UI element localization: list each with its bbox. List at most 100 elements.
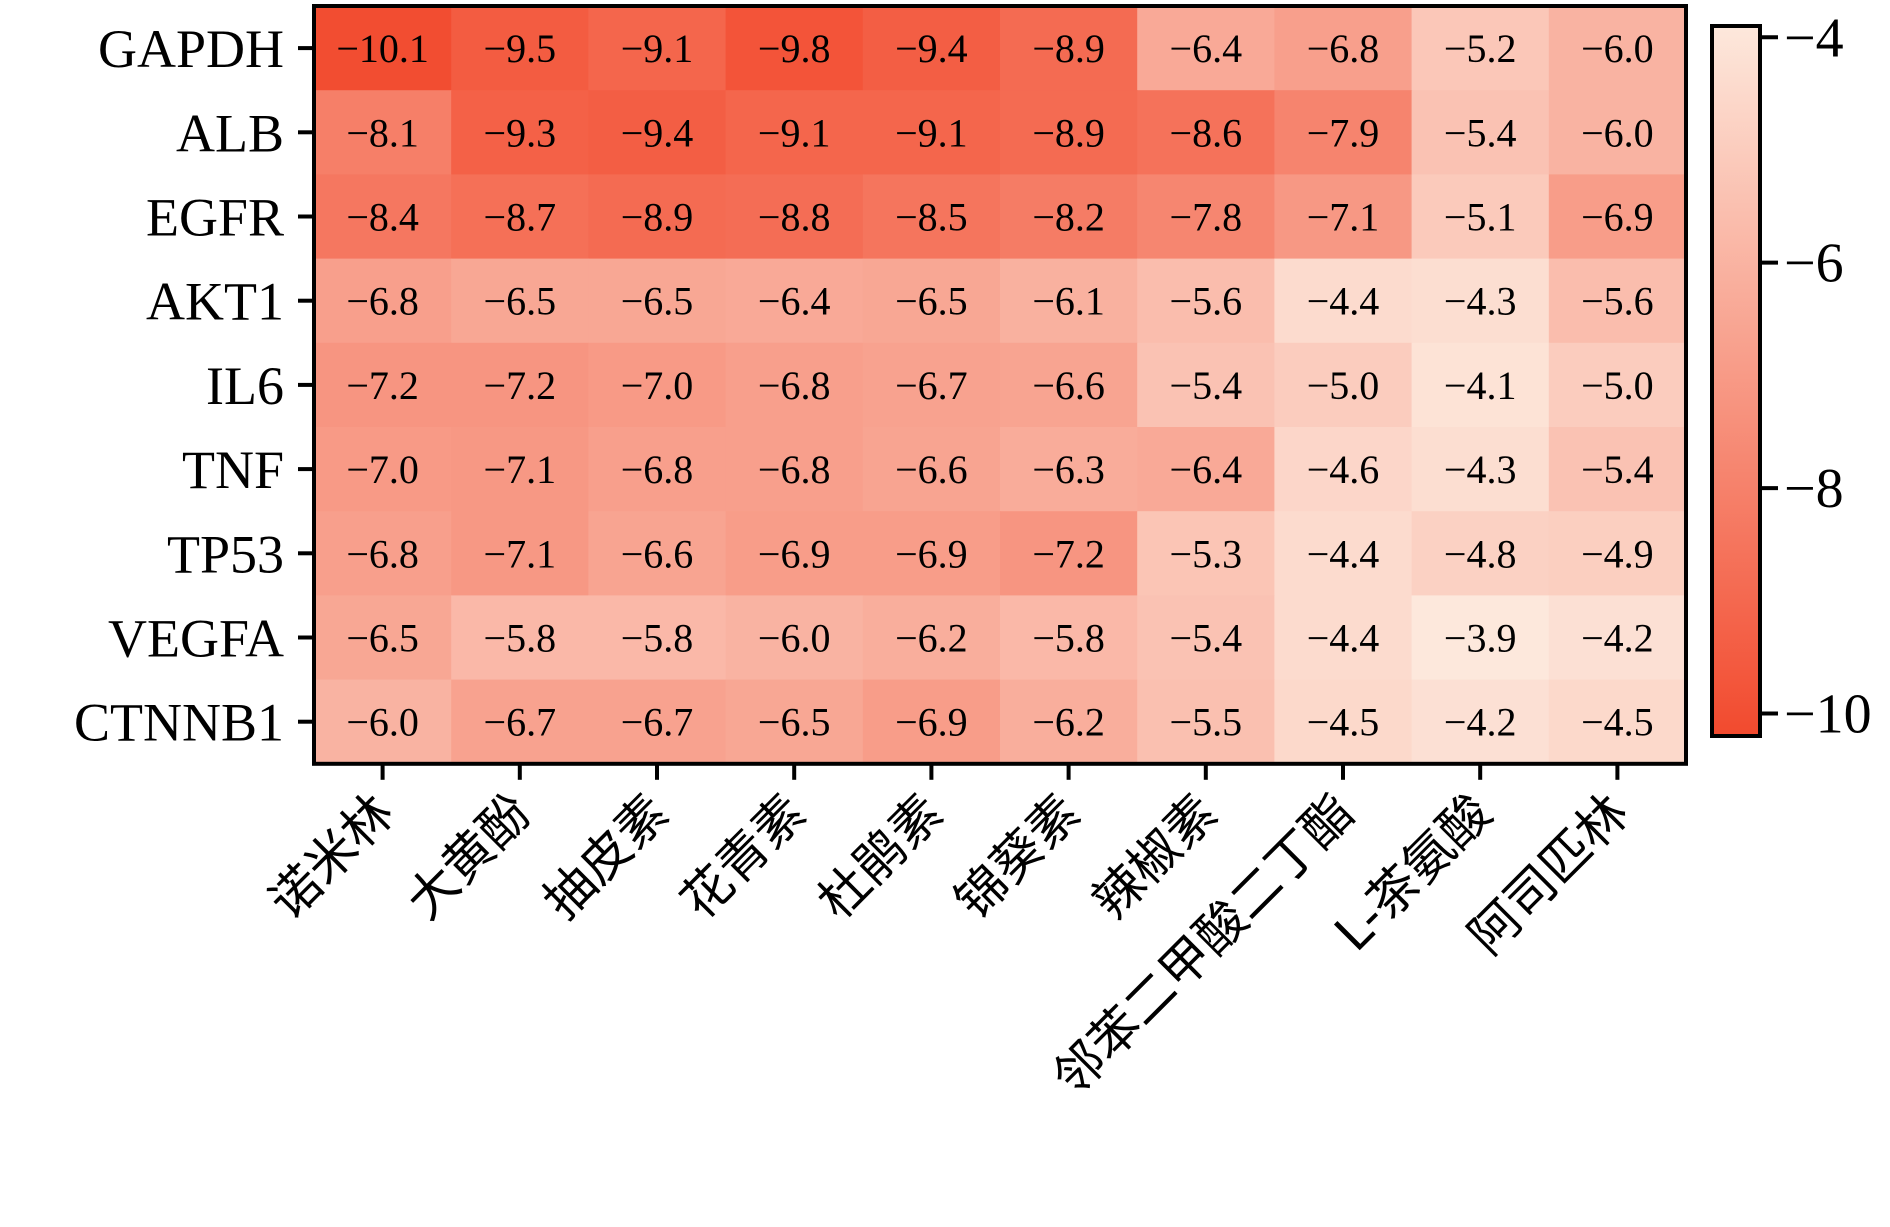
cell-value-label: −5.5	[1170, 700, 1243, 745]
cell-value-label: −8.5	[895, 195, 968, 240]
cell-value-label: −6.0	[1581, 26, 1654, 71]
row-label: TNF	[182, 440, 284, 500]
cell-value-label: −6.7	[621, 700, 694, 745]
heatmap-cell	[451, 511, 589, 596]
heatmap-cell	[1000, 90, 1138, 175]
cell-value-label: −7.2	[346, 363, 419, 408]
heatmap-cell	[451, 90, 589, 175]
cell-value-label: −6.5	[484, 279, 557, 324]
cell-value-label: −6.6	[1032, 363, 1105, 408]
cell-value-label: −6.4	[1170, 447, 1243, 492]
heatmap-cell	[725, 427, 864, 512]
heatmap-cell	[1137, 90, 1275, 175]
cell-value-label: −9.1	[895, 110, 968, 155]
cell-value-label: −6.9	[895, 700, 968, 745]
cell-value-label: −9.1	[621, 26, 694, 71]
heatmap-cell	[588, 258, 727, 344]
column-label: 花青素	[670, 783, 817, 930]
cell-value-label: −6.5	[621, 279, 694, 324]
cell-value-label: −7.8	[1170, 195, 1243, 240]
cell-value-label: −6.0	[346, 700, 419, 745]
cell-value-label: −5.8	[1032, 616, 1105, 661]
cell-value-label: −6.4	[758, 279, 831, 324]
row-label: ALB	[176, 103, 284, 163]
cell-value-label: −6.2	[1032, 700, 1105, 745]
cell-value-label: −5.6	[1581, 279, 1654, 324]
heatmap-cells	[314, 6, 1687, 765]
heatmap-cell	[1137, 511, 1275, 596]
colorbar-tick-label: −10	[1784, 683, 1872, 745]
heatmap-cell	[725, 679, 864, 765]
heatmap-cell	[862, 174, 1001, 260]
heatmap-cell	[1000, 258, 1138, 344]
cell-value-label: −7.0	[621, 363, 694, 408]
heatmap-cell	[451, 258, 589, 344]
heatmap-cell	[451, 679, 589, 765]
heatmap-cell	[1274, 511, 1413, 596]
heatmap-cell	[451, 342, 589, 428]
cell-value-label: −8.1	[346, 110, 419, 155]
cell-value-label: −8.6	[1170, 110, 1243, 155]
heatmap-cell	[588, 6, 727, 91]
cell-value-label: −4.8	[1444, 531, 1517, 576]
column-label: 诺米林	[258, 783, 405, 930]
cell-value-label: −9.5	[484, 26, 557, 71]
heatmap-cell	[314, 174, 452, 260]
heatmap-cell	[862, 679, 1001, 765]
heatmap-cell	[1274, 679, 1413, 765]
cell-value-label: −6.9	[895, 531, 968, 576]
heatmap-cell	[1137, 6, 1275, 91]
cell-value-label: −5.8	[621, 616, 694, 661]
cell-value-label: −4.5	[1307, 700, 1380, 745]
heatmap-cell	[725, 90, 864, 175]
cell-value-label: −9.1	[758, 110, 831, 155]
cell-value-label: −9.8	[758, 26, 831, 71]
heatmap-cell	[588, 90, 727, 175]
heatmap-cell	[451, 427, 589, 512]
heatmap-cell	[1000, 6, 1138, 91]
cell-value-label: −5.0	[1307, 363, 1380, 408]
cell-value-label: −8.9	[1032, 26, 1105, 71]
cell-value-label: −6.0	[1581, 110, 1654, 155]
cell-value-label: −9.4	[895, 26, 968, 71]
cell-value-label: −4.4	[1307, 279, 1380, 324]
cell-value-label: −6.9	[758, 531, 831, 576]
heatmap-cell	[1137, 679, 1275, 765]
row-axis: GAPDH ALB EGFR AKT1 IL6 TNF TP53 VEGFA CTNNB1	[74, 19, 314, 753]
heatmap-cell	[725, 342, 864, 428]
cell-value-label: −4.3	[1444, 447, 1517, 492]
cell-value-label: −5.4	[1170, 616, 1243, 661]
colorbar-tick-label: −6	[1784, 233, 1844, 295]
cell-value-label: −6.8	[1307, 26, 1380, 71]
cell-value-label: −6.6	[895, 447, 968, 492]
heatmap-cell	[862, 427, 1001, 512]
heatmap-cell	[314, 679, 452, 765]
cell-value-label: −5.8	[484, 616, 557, 661]
heatmap-cell	[588, 174, 727, 260]
heatmap-cell	[862, 258, 1001, 344]
cell-value-label: −6.8	[758, 363, 831, 408]
heatmap-cell	[588, 342, 727, 428]
cell-value-label: −7.2	[484, 363, 557, 408]
cell-value-label: −4.3	[1444, 279, 1517, 324]
heatmap-cell	[588, 679, 727, 765]
heatmap-cell	[1274, 6, 1413, 91]
cell-value-label: −6.0	[758, 616, 831, 661]
cell-value-label: −10.1	[336, 26, 429, 71]
column-label: 抽皮素	[532, 783, 679, 930]
heatmap-cell	[1274, 174, 1413, 260]
heatmap-cell	[588, 595, 727, 681]
cell-value-label: −6.8	[621, 447, 694, 492]
cell-value-label: −8.9	[1032, 110, 1105, 155]
heatmap-cell	[314, 342, 452, 428]
heatmap-cell	[1411, 90, 1550, 175]
colorbar: −4 −6 −8 −10	[1710, 7, 1872, 745]
heatmap-cell	[1548, 427, 1687, 512]
heatmap-cell	[1411, 258, 1550, 344]
cell-value-label: −7.0	[346, 447, 419, 492]
cell-value-label: −6.8	[346, 531, 419, 576]
heatmap-cell	[1548, 90, 1687, 175]
heatmap-cell	[314, 258, 452, 344]
